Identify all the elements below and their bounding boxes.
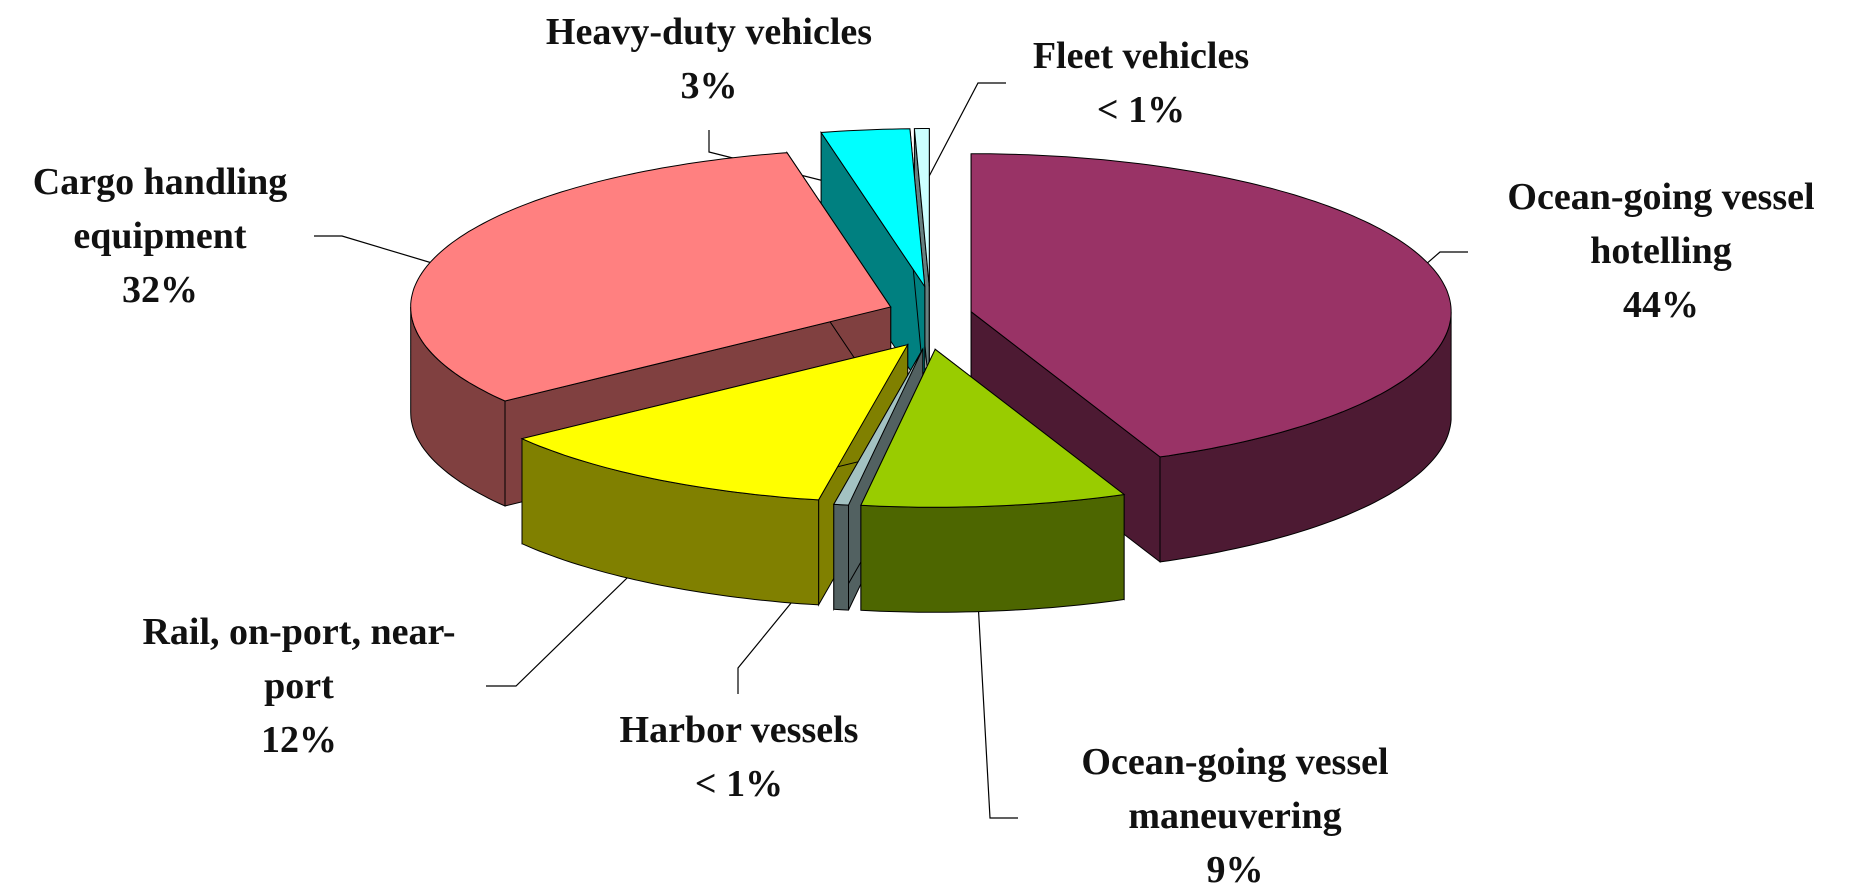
value-label: 32% (122, 269, 198, 311)
slice (832, 348, 924, 506)
slice-label: Rail, on-port, near-port 12% (114, 605, 484, 767)
slice-label: Ocean-going vessel maneuvering 9% (1025, 735, 1445, 887)
slice (520, 343, 909, 501)
value-label: 3% (680, 65, 738, 107)
slice (970, 153, 1452, 458)
value-label: < 1% (694, 763, 784, 805)
category-label: Ocean-going vessel hotelling (1507, 176, 1815, 272)
category-label: Cargo handling equipment (32, 161, 288, 257)
slice-label: Ocean-going vessel hotelling 44% (1451, 170, 1854, 332)
slice (410, 152, 892, 402)
slice-wall (833, 503, 849, 611)
value-label: < 1% (1096, 89, 1186, 131)
value-label: 12% (261, 719, 337, 761)
leader-line (913, 82, 1006, 206)
leader-line (486, 545, 661, 687)
leader-line (708, 130, 861, 191)
slice (860, 348, 1126, 508)
leader-line (975, 564, 1018, 819)
category-label: Harbor vessels (619, 709, 859, 751)
category-label: Heavy-duty vehicles (545, 11, 873, 53)
slice-wall (860, 493, 1125, 613)
slice-label: Heavy-duty vehicles 3% (484, 5, 934, 113)
slice (913, 128, 930, 287)
leader-lines (314, 82, 1468, 819)
category-label: Ocean-going vessel maneuvering (1081, 741, 1389, 837)
leader-line (314, 235, 463, 273)
value-label: 44% (1623, 284, 1699, 326)
category-label: Rail, on-port, near-port (142, 611, 456, 707)
value-label: 9% (1206, 849, 1264, 887)
slice (820, 128, 926, 287)
category-label: Fleet vehicles (1032, 35, 1250, 77)
slice-label: Cargo handling equipment 32% (0, 155, 320, 317)
slice-label: Fleet vehicles < 1% (916, 29, 1366, 137)
slice-label: Harbor vessels < 1% (514, 703, 964, 811)
